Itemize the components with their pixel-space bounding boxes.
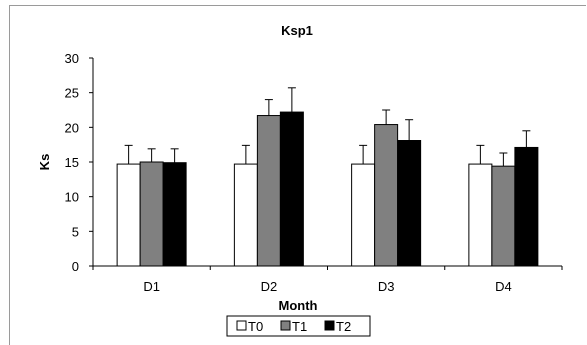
x-tick-label-d1: D1 [143,279,160,294]
legend-swatch-t0 [236,320,247,331]
legend-label-t0: T0 [248,319,263,334]
x-tick-label-d2: D2 [261,279,278,294]
legend-swatch-t2 [324,320,335,331]
y-tick-label: 30 [65,51,79,66]
y-tick-label: 20 [65,120,79,135]
bar-t1-d4 [491,165,516,267]
bar-t1-d3 [374,124,399,267]
bar-t2-d3 [397,140,422,267]
bar-t0-d3 [351,163,376,267]
y-tick-label: 0 [72,259,79,274]
legend-label-t1: T1 [292,319,307,334]
plot-area: D1 D2 D3 D4 0 5 10 15 20 25 30 [65,51,563,294]
y-tick-label: 25 [65,86,79,101]
bar-t2-d2 [279,111,304,267]
y-axis-title: Ks [37,154,52,171]
bar-t0-d2 [233,163,258,267]
legend-label-t2: T2 [336,319,351,334]
bar-t1-d2 [256,115,281,267]
y-tick-label: 5 [72,224,79,239]
bar-t1-d1 [139,161,164,267]
x-tick-label-d4: D4 [495,279,512,294]
x-tick-label-d3: D3 [378,279,395,294]
bar-t2-d4 [514,146,539,267]
y-tick-label: 10 [65,190,79,205]
chart-title: Ksp1 [281,23,313,38]
bar-t0-d1 [116,163,141,267]
y-tick-label: 15 [65,155,79,170]
bar-t2-d1 [162,162,187,267]
bar-t0-d4 [468,163,493,267]
chart-frame [9,5,586,345]
legend-swatch-t1 [280,320,291,331]
legend: T0 T1 T2 [226,315,371,337]
x-axis-title: Month [279,298,318,313]
